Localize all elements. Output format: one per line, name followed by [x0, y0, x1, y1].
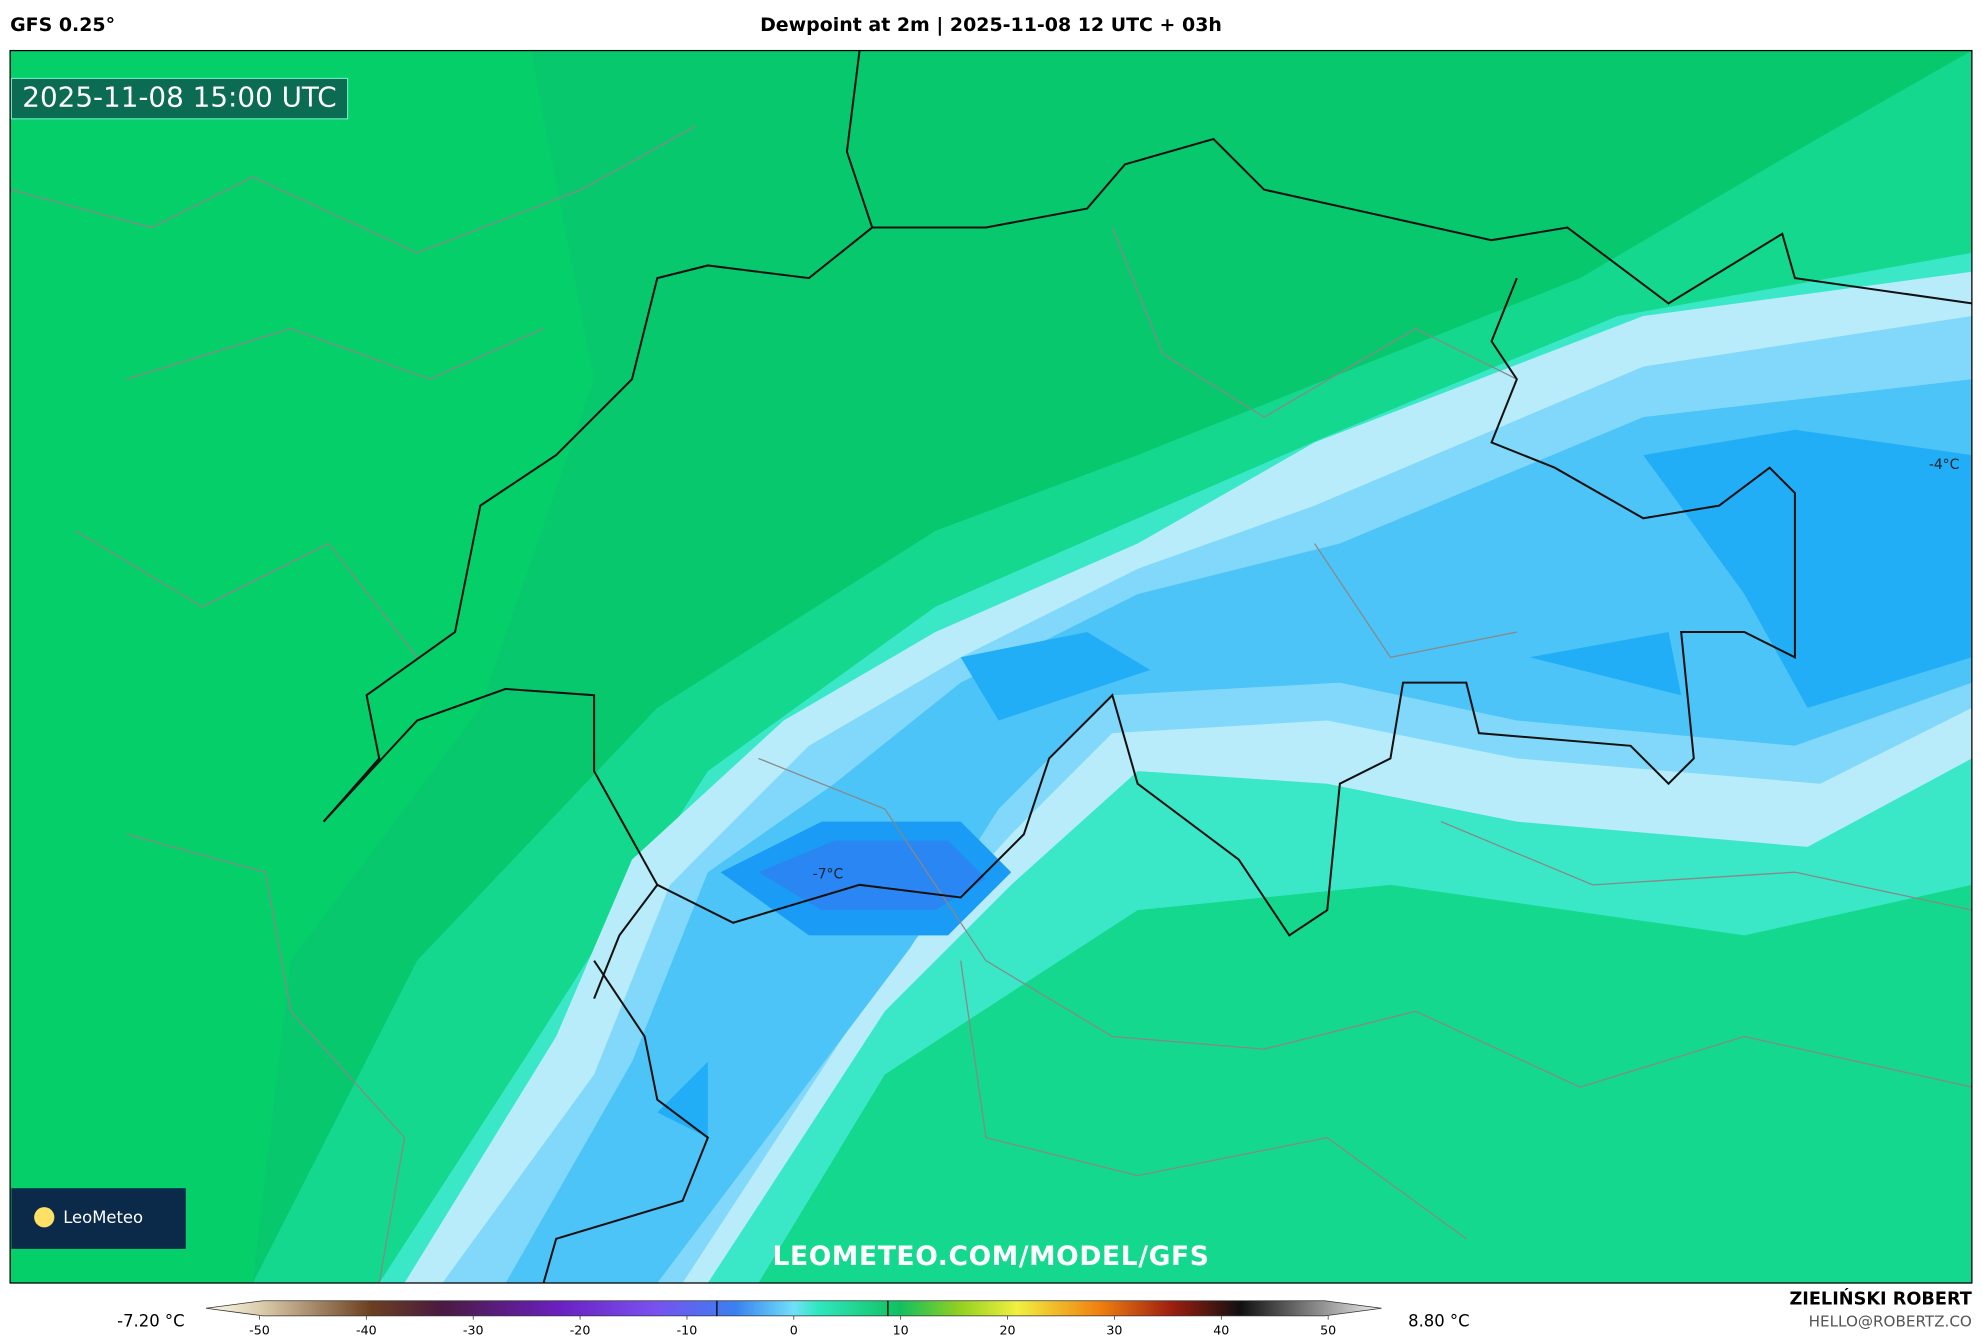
contour-band [505, 379, 1972, 1284]
colorbar-tick-label: 0 [790, 1323, 798, 1338]
colorbar: -50 -40 -30 -20 -10 0 10 20 30 40 50 -7.20 °C 8.80 °… [117, 1300, 1470, 1338]
regional-borders [10, 125, 1972, 1284]
contour-label: -4°C [1929, 457, 1960, 473]
map: -4°C -7°C [10, 50, 1972, 1284]
colorbar-tick-label: 30 [1106, 1323, 1122, 1338]
colorbar-tick-label: -50 [249, 1323, 270, 1338]
contour-band [657, 429, 1972, 1138]
logo-sun [34, 1207, 55, 1228]
model-label: GFS 0.25° [10, 14, 115, 36]
timestamp: 2025-11-08 15:00 UTC [22, 81, 336, 114]
title: Dewpoint at 2m | 2025-11-08 12 UTC + 03h [760, 14, 1222, 36]
colorbar-tick-label: 40 [1213, 1323, 1229, 1338]
colorbar-tick-label: -30 [463, 1323, 484, 1338]
country-borders [322, 50, 1972, 1284]
colorbar-tick-label: -40 [356, 1323, 377, 1338]
colorbar-tick-label: -10 [677, 1323, 698, 1338]
colorbar-bar [205, 1300, 1382, 1317]
contact: HELLO@ROBERTZ.CO [1809, 1313, 1972, 1331]
map-frame [9, 49, 1973, 1284]
colorbar-max-label: 8.80 °C [1408, 1312, 1469, 1331]
contour-band [10, 50, 595, 1284]
logo: LeoMeteo [63, 1208, 143, 1227]
watermark: LEOMETEO.COM/MODEL/GFS [772, 1241, 1209, 1272]
contour-label: -7°C [813, 867, 844, 883]
colorbar-tick-label: 50 [1320, 1323, 1336, 1338]
colorbar-tick-label: 10 [893, 1323, 909, 1338]
colorbar-tick-label: -20 [570, 1323, 591, 1338]
author: ZIELIŃSKI ROBERT [1789, 1287, 1971, 1309]
colorbar-min-label: -7.20 °C [117, 1312, 184, 1331]
timestamp-box [10, 77, 349, 120]
colorbar-tick-label: 20 [1000, 1323, 1016, 1338]
